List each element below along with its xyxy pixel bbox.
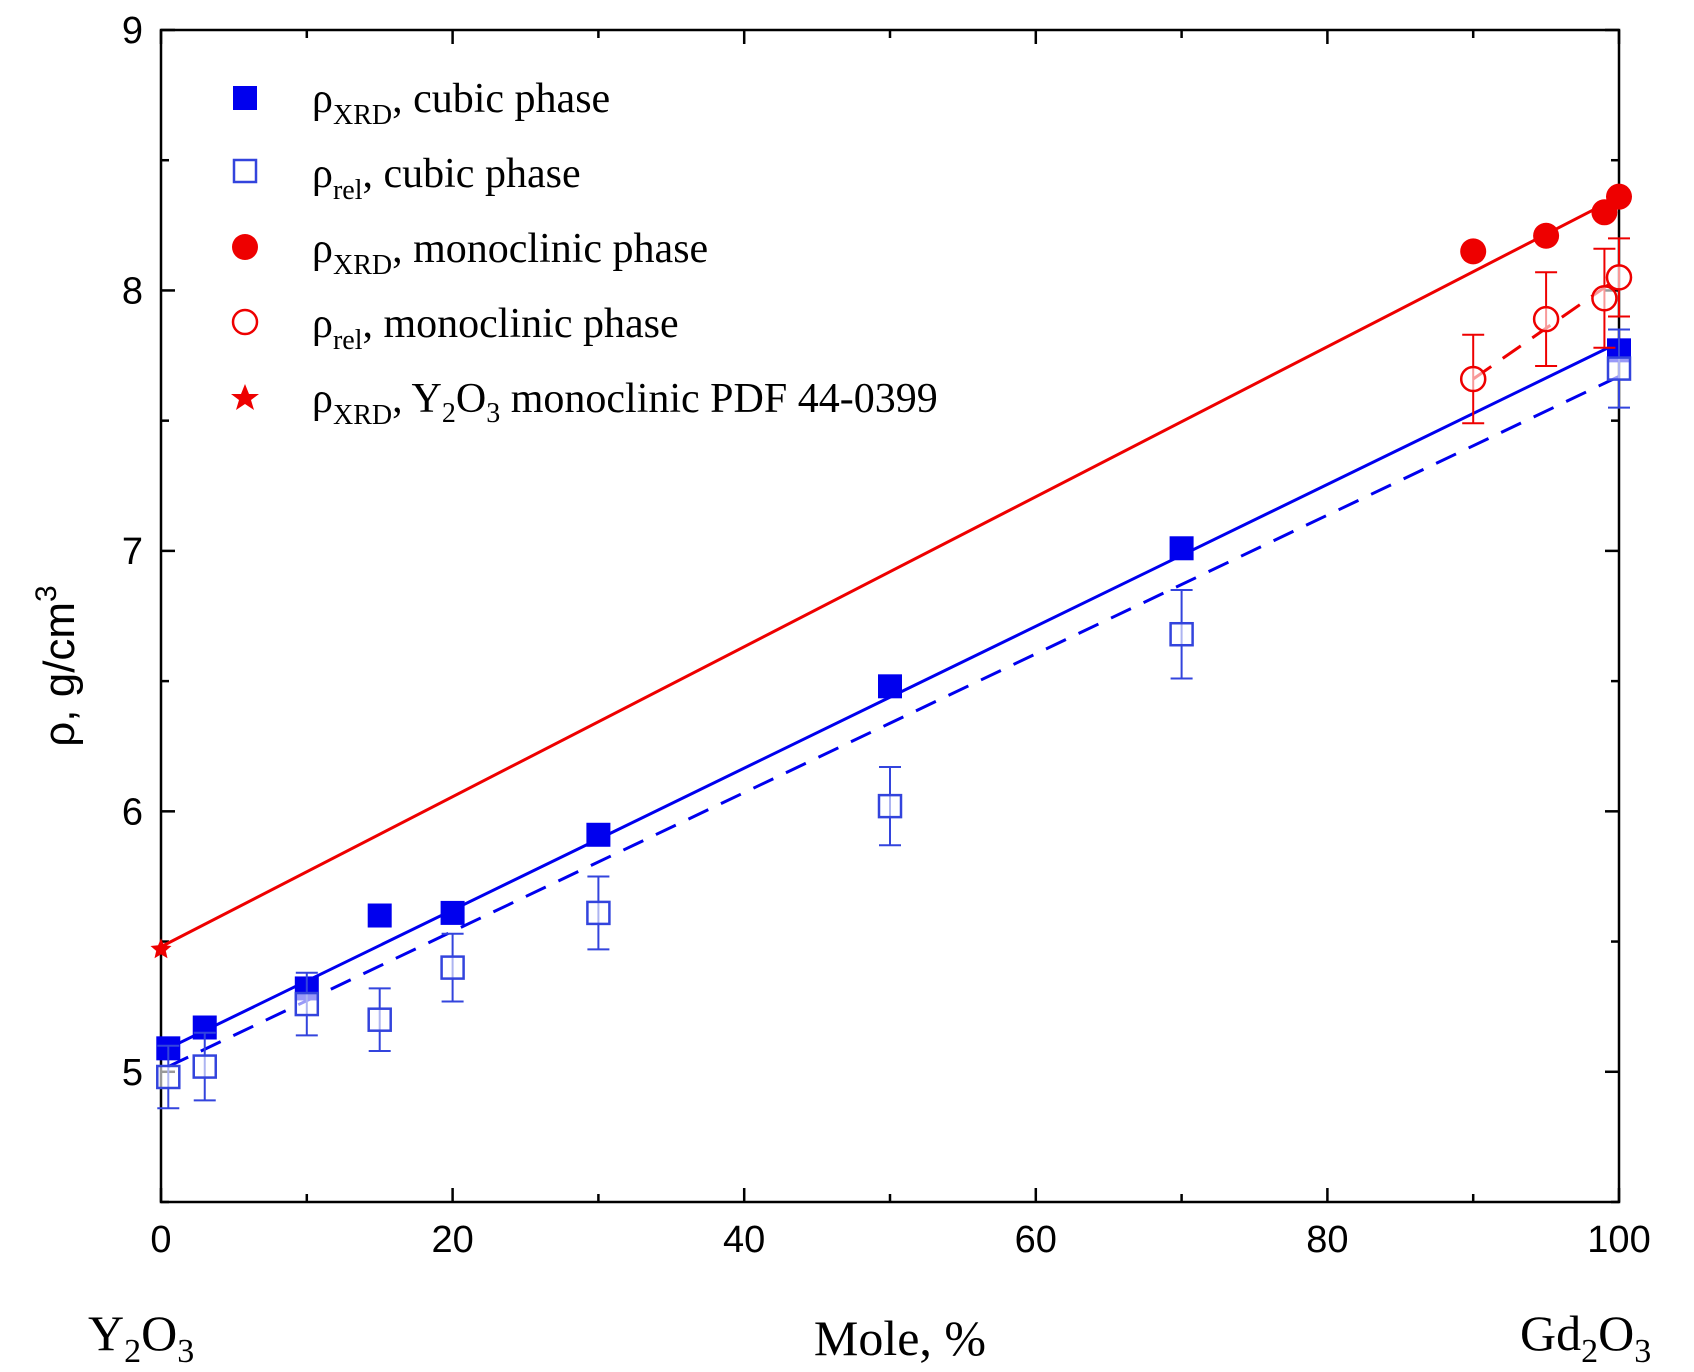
data-point-xrd-cubic: [440, 900, 465, 925]
legend-marker-circle-filled: [232, 234, 258, 260]
data-point-rel-cubic: [1169, 621, 1194, 647]
legend-marker-square-filled: [233, 86, 257, 110]
data-point-xrd-monoclinic: [1460, 238, 1487, 265]
x-tick-label: 100: [1587, 1219, 1650, 1261]
data-point-rel-cubic: [440, 955, 465, 980]
fit-line-cubic-rel-fit: [167, 375, 1620, 1068]
data-point-xrd-cubic: [1169, 536, 1194, 561]
legend-label-y2o3-pdf: ρXRD, Y2O3 monoclinic PDF 44-0399: [312, 376, 938, 431]
data-point-rel-cubic: [294, 991, 320, 1017]
x-tick-label: 80: [1306, 1219, 1348, 1261]
y-axis-title-text: ρ, g/cm: [35, 602, 84, 747]
data-point-xrd-cubic: [586, 822, 611, 847]
x-tick-label: 60: [1015, 1219, 1057, 1261]
data-point-rel-cubic: [877, 793, 903, 819]
x-tick-label: 40: [723, 1219, 765, 1261]
legend-marker-star: [231, 384, 259, 410]
data-point-xrd-monoclinic: [1606, 183, 1632, 210]
data-point-rel-cubic: [586, 900, 611, 926]
data-point-rel-monoclinic: [1605, 264, 1633, 291]
fit-line-monoclinic-XRD-fit: [160, 195, 1620, 949]
legend: ρXRD, cubic phase ρrel, cubic phase ρXRD…: [231, 76, 938, 431]
data-point-y2o3-pdf: [150, 938, 172, 959]
legend-label-rel-monoclinic: ρrel, monoclinic phase: [312, 301, 679, 356]
data-marks-layer: [150, 183, 1633, 1110]
legend-marker-circle-open: [231, 308, 259, 336]
data-point-rel-cubic: [156, 1064, 181, 1090]
x-left-end-label: Y2O3: [88, 1305, 194, 1370]
data-point-rel-cubic: [367, 1007, 392, 1032]
legend-label-xrd-monoclinic: ρXRD, monoclinic phase: [312, 226, 708, 281]
data-point-rel-cubic: [1606, 356, 1632, 381]
y-tick-label: 8: [122, 270, 143, 312]
legend-label-xrd-cubic: ρXRD, cubic phase: [312, 76, 610, 131]
y-tick-label: 5: [122, 1052, 143, 1094]
tick-labels-layer: 0 20 40 60 80 100 5 6 7 8 9: [122, 10, 1651, 1261]
data-point-rel-monoclinic: [1591, 285, 1618, 312]
legend-marker-square-open: [232, 158, 258, 184]
y-axis-title: ρ, g/cm3: [30, 585, 84, 747]
data-point-xrd-cubic: [367, 903, 392, 928]
y-axis-title-superscript: 3: [30, 585, 63, 602]
y-tick-label: 9: [122, 10, 143, 52]
data-point-rel-monoclinic: [1459, 365, 1487, 393]
x-tick-label: 0: [150, 1219, 171, 1261]
y-tick-label: 6: [122, 791, 143, 833]
data-point-xrd-monoclinic: [1533, 222, 1560, 249]
data-point-xrd-cubic: [878, 674, 902, 699]
x-axis-title: Mole, %: [814, 1310, 986, 1366]
x-right-end-label: Gd2O3: [1520, 1305, 1651, 1370]
x-tick-label: 20: [431, 1219, 473, 1261]
legend-label-rel-cubic: ρrel, cubic phase: [312, 151, 581, 206]
y-tick-label: 7: [122, 531, 143, 573]
data-point-rel-cubic: [192, 1054, 217, 1079]
data-point-rel-monoclinic: [1532, 305, 1560, 333]
